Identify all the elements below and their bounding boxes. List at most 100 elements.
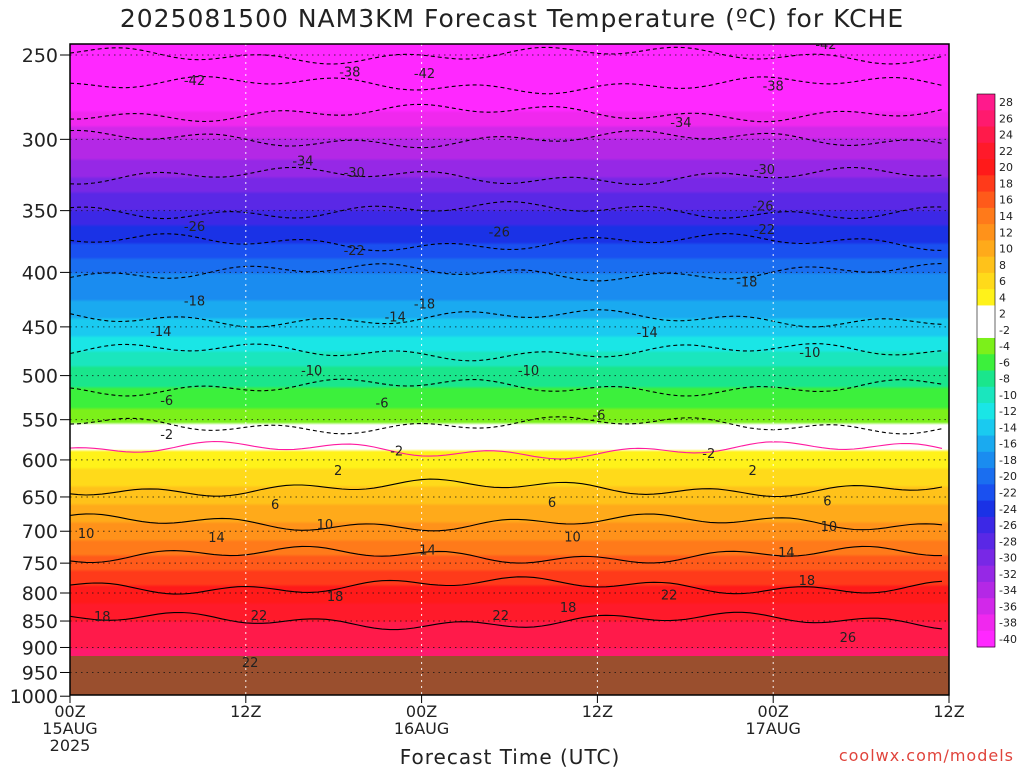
colorbar-label-8: 12 bbox=[999, 226, 1013, 239]
colorbar-swatch-10 bbox=[977, 256, 995, 274]
colorbar-swatch-11 bbox=[977, 272, 995, 290]
grid-lines bbox=[70, 44, 949, 695]
x-tick-label-0-1: 15AUG bbox=[42, 719, 97, 738]
y-tick-label-400: 400 bbox=[22, 262, 58, 284]
colorbar-swatch-0 bbox=[977, 94, 995, 111]
y-tick-label-700: 700 bbox=[22, 521, 58, 543]
colorbar-label-0: 28 bbox=[999, 96, 1013, 109]
colorbar-label-9: 10 bbox=[999, 243, 1013, 256]
colorbar-label-28: -30 bbox=[999, 552, 1017, 565]
contour-label-11: -30 bbox=[344, 166, 365, 181]
colorbar-label-3: 22 bbox=[999, 145, 1013, 158]
x-tick-label-48-0: 00Z bbox=[758, 702, 789, 721]
y-tick-label-600: 600 bbox=[22, 450, 58, 472]
contour-label-31: -2 bbox=[390, 445, 403, 460]
colorbar-swatch-2 bbox=[977, 126, 995, 144]
contour-label-9: -34 bbox=[292, 154, 313, 169]
colorbar-label-7: 14 bbox=[999, 210, 1013, 223]
y-tick-label-250: 250 bbox=[22, 45, 58, 67]
colorbar-label-14: -2 bbox=[999, 324, 1010, 337]
colorbar-label-10: 8 bbox=[999, 259, 1006, 272]
contour-label-27: -6 bbox=[160, 394, 173, 409]
contour-label-21: -14 bbox=[150, 325, 171, 340]
contour-label-45: 18 bbox=[94, 610, 111, 625]
contour-label-2: -46 bbox=[429, 14, 450, 29]
ground-below-surface bbox=[70, 656, 949, 695]
x-tick-label-48-1: 17AUG bbox=[745, 719, 800, 738]
colorbar-label-24: -22 bbox=[999, 486, 1017, 499]
contour-label-50: 22 bbox=[492, 609, 509, 624]
contour-label-26: -10 bbox=[799, 346, 820, 361]
y-tick-label-500: 500 bbox=[22, 366, 58, 388]
contour-label-47: 18 bbox=[560, 601, 577, 616]
y-tick-label-900: 900 bbox=[22, 637, 58, 659]
colorbar-label-1: 26 bbox=[999, 112, 1013, 125]
y-tick-label-850: 850 bbox=[22, 611, 58, 633]
colorbar-swatch-21 bbox=[977, 435, 995, 453]
contour-label-34: 2 bbox=[749, 464, 757, 479]
contour-label-29: -6 bbox=[592, 409, 605, 424]
colorbar-label-20: -14 bbox=[999, 421, 1017, 434]
contour-label-36: 6 bbox=[548, 496, 556, 511]
contour-18 bbox=[70, 576, 943, 595]
colorbar-swatch-17 bbox=[977, 370, 995, 388]
contour-label-13: -26 bbox=[184, 220, 205, 235]
y-tick-label-550: 550 bbox=[22, 410, 58, 432]
colorbar-swatch-19 bbox=[977, 403, 995, 420]
colorbar-swatch-27 bbox=[977, 533, 995, 550]
colorbar-swatch-23 bbox=[977, 468, 995, 485]
contour-label-41: 10 bbox=[821, 520, 838, 535]
colorbar-swatch-18 bbox=[977, 386, 995, 404]
colorbar-label-23: -20 bbox=[999, 470, 1017, 483]
contour-labels: -50-50-46-46-42-42-42-38-38-34-34-30-30-… bbox=[78, 14, 856, 671]
colorbar-swatch-30 bbox=[977, 581, 995, 599]
contour-label-25: -10 bbox=[518, 364, 539, 379]
contour-label-5: -42 bbox=[414, 67, 435, 82]
contour-label-37: 6 bbox=[823, 494, 831, 509]
colorbar-label-29: -32 bbox=[999, 568, 1017, 581]
colorbar-label-31: -36 bbox=[999, 600, 1017, 613]
colorbar-swatch-16 bbox=[977, 354, 995, 371]
contour-label-6: -42 bbox=[815, 38, 836, 53]
temperature-fill bbox=[70, 44, 949, 695]
colorbar-label-4: 20 bbox=[999, 161, 1013, 174]
colorbar-swatch-12 bbox=[977, 289, 995, 306]
contour-label-52: 22 bbox=[242, 656, 259, 671]
contour-label-42: 14 bbox=[208, 531, 225, 546]
contour-label-40: 10 bbox=[564, 530, 581, 545]
x-tick-label-0-0: 00Z bbox=[54, 702, 85, 721]
y-tick-label-650: 650 bbox=[22, 487, 58, 509]
contour-label-3: -46 bbox=[761, 14, 782, 29]
colorbar-label-21: -16 bbox=[999, 438, 1017, 451]
contour-14 bbox=[70, 545, 942, 564]
colorbar-swatch-1 bbox=[977, 110, 995, 128]
colorbar-swatch-25 bbox=[977, 500, 995, 518]
colorbar-label-18: -10 bbox=[999, 389, 1017, 402]
x-tick-label-60-0: 12Z bbox=[933, 702, 964, 721]
colorbar-label-19: -12 bbox=[999, 405, 1017, 418]
colorbar-label-25: -24 bbox=[999, 503, 1017, 516]
contour-label-22: -14 bbox=[385, 310, 406, 325]
colorbar-swatch-9 bbox=[977, 240, 995, 258]
colorbar-swatch-3 bbox=[977, 142, 995, 160]
contour-label-46: 18 bbox=[327, 590, 344, 605]
colorbar-label-16: -6 bbox=[999, 356, 1010, 369]
y-tick-label-450: 450 bbox=[22, 317, 58, 339]
y-tick-label-950: 950 bbox=[22, 662, 58, 684]
colorbar-label-27: -28 bbox=[999, 535, 1017, 548]
contour-2 bbox=[70, 440, 943, 460]
colorbar-label-33: -40 bbox=[999, 633, 1017, 646]
contour-label-15: -26 bbox=[752, 199, 773, 214]
y-tick-label-350: 350 bbox=[22, 201, 58, 223]
colorbar-swatch-5 bbox=[977, 175, 995, 193]
contour-label-30: -2 bbox=[160, 428, 173, 443]
x-tick-label-24-1: 16AUG bbox=[394, 719, 449, 738]
contour-label-28: -6 bbox=[376, 397, 389, 412]
contour-label-8: -38 bbox=[763, 79, 784, 94]
contour-label-12: -30 bbox=[754, 163, 775, 178]
contour-label-48: 18 bbox=[799, 574, 816, 589]
plot-area: -50-50-46-46-42-42-42-38-38-34-34-30-30-… bbox=[70, 14, 949, 695]
colorbar-swatch-15 bbox=[977, 337, 995, 355]
contour-label-38: 10 bbox=[78, 527, 95, 542]
